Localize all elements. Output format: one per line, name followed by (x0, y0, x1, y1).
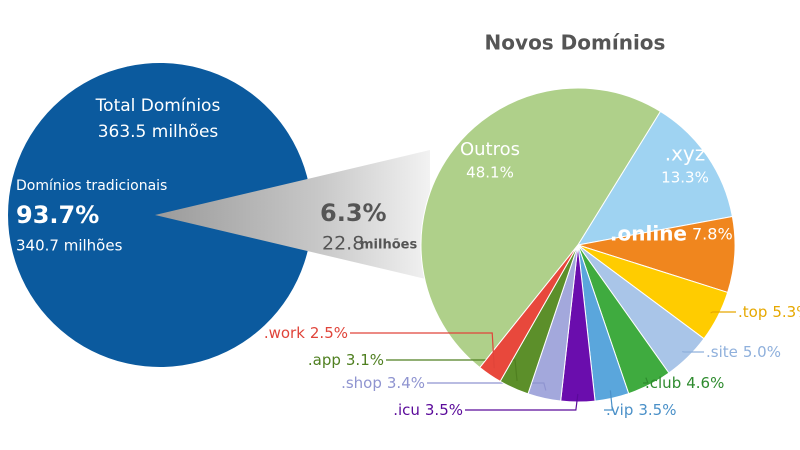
leader-line (710, 311, 736, 314)
slice-label: .site 5.0% (706, 343, 781, 361)
slice-label: .top (738, 303, 767, 321)
annotation: milhões (360, 238, 417, 253)
slice-label: .shop 3.4% (341, 374, 425, 392)
data-label: 3.5% (638, 401, 676, 419)
pie-slice (155, 150, 430, 280)
pie-slice (479, 244, 579, 383)
leader-line (604, 390, 614, 411)
annotation: 363.5 milhões (98, 122, 219, 142)
data-label: 93.7% (16, 201, 99, 229)
leader-line (465, 393, 579, 411)
slice-label: .work (264, 324, 305, 342)
annotation: 22.8 (322, 233, 364, 255)
data-label: 2.5% (310, 324, 348, 342)
data-label: 4.6% (686, 374, 724, 392)
slice-label: .app (308, 351, 341, 369)
leader-line (427, 382, 547, 391)
annotation: Domínios tradicionais (16, 178, 167, 194)
leader-line (643, 377, 649, 384)
data-label: 3.1% (346, 351, 384, 369)
slice-label: .work 2.5% (264, 324, 348, 342)
slice-label: .shop (341, 374, 382, 392)
slice-label: .vip 3.5% (606, 401, 676, 419)
annotation: Total Domínios (95, 96, 221, 116)
data-label: 13.3% (661, 169, 709, 187)
slice-label: .xyz (665, 142, 706, 166)
slice-label: .icu (393, 401, 420, 419)
chart-title: Novos Domínios (485, 31, 666, 55)
leader-line (386, 359, 518, 382)
leader-line (350, 332, 495, 369)
data-label: 48.1% (466, 164, 514, 182)
slice-label: .app 3.1% (308, 351, 384, 369)
slice-label: .club (645, 374, 681, 392)
data-label: 5.3% (772, 303, 800, 321)
slice-label: .top 5.3% (738, 303, 800, 321)
slice-label: .vip (606, 401, 633, 419)
slice-label: .site (706, 343, 738, 361)
data-label: 5.0% (743, 343, 781, 361)
annotation: 340.7 milhões (16, 237, 123, 255)
data-label: 3.5% (425, 401, 463, 419)
pie-slice (576, 110, 733, 246)
pie-slice (420, 87, 662, 369)
slice-label: Outros (460, 139, 520, 160)
data-label: 7.8% (692, 225, 733, 244)
slice-label: .icu 3.5% (393, 401, 463, 419)
data-label: 3.4% (387, 374, 425, 392)
slice-label: .online (610, 222, 687, 246)
data-label: 6.3% (320, 199, 387, 227)
slice-label: .club 4.6% (645, 374, 724, 392)
